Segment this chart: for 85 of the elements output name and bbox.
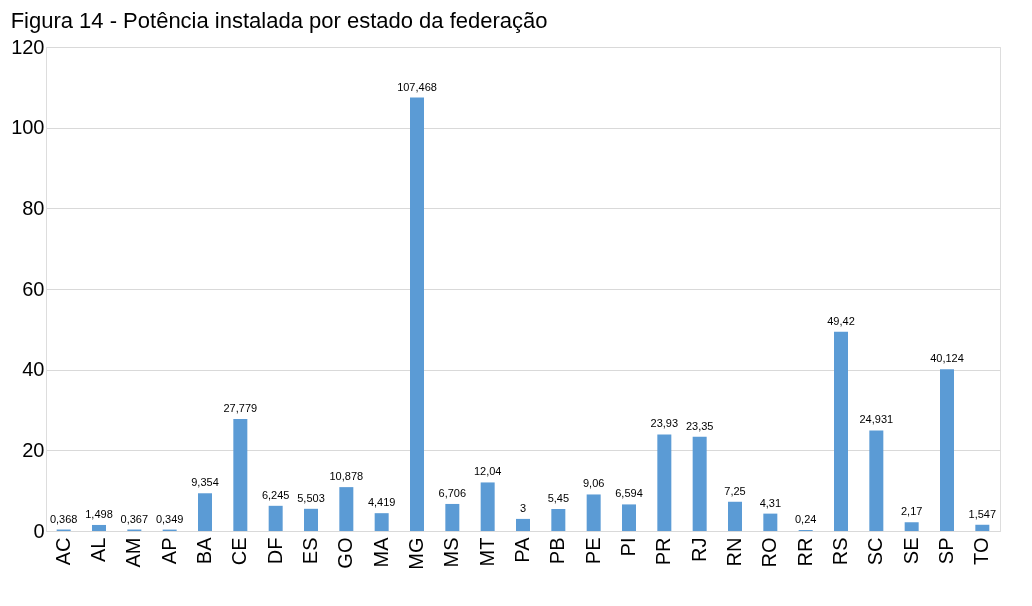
- data-label: 6,594: [615, 487, 643, 500]
- x-tick-label: SE: [899, 537, 922, 565]
- data-label: 40,124: [930, 352, 964, 365]
- x-tick-label: RN: [723, 537, 745, 567]
- data-label: 49,42: [827, 314, 855, 327]
- x-tick-label: TO: [970, 537, 993, 565]
- x-tick-label: CE: [228, 537, 251, 566]
- bar: [92, 524, 106, 531]
- x-tick-label: SC: [864, 537, 887, 566]
- y-tick-label: 100: [11, 116, 45, 139]
- data-label: 12,04: [473, 465, 502, 478]
- data-label: 2,17: [900, 505, 923, 518]
- data-label: 0,349: [155, 512, 184, 525]
- data-label: 0,24: [794, 513, 817, 526]
- bar: [586, 494, 601, 531]
- bar: [233, 418, 248, 531]
- bar: [304, 508, 318, 531]
- x-tick-label: ES: [299, 537, 321, 565]
- x-tick-label: DF: [263, 537, 286, 565]
- data-label: 5,503: [297, 491, 325, 504]
- x-tick-label: RR: [793, 537, 816, 567]
- data-label: 24,931: [859, 413, 894, 426]
- data-label: 0,368: [49, 512, 78, 525]
- x-tick-label: PI: [617, 537, 639, 557]
- bar: [480, 482, 495, 531]
- bar: [869, 430, 884, 531]
- bar: [657, 434, 672, 531]
- data-label: 23,93: [650, 417, 679, 430]
- x-tick-label: MA: [369, 536, 392, 568]
- bar: [445, 503, 460, 531]
- data-label: 27,779: [223, 401, 258, 414]
- data-label: 0,367: [120, 512, 149, 525]
- x-tick-label: MS: [440, 537, 463, 568]
- data-label: 10,878: [329, 470, 364, 483]
- x-tick-label: PE: [581, 537, 604, 565]
- x-tick-label: RS: [829, 537, 851, 566]
- bar: [268, 505, 283, 531]
- x-tick-label: PR: [652, 537, 675, 566]
- bar: [551, 509, 566, 531]
- bar: [904, 522, 919, 531]
- bar: [692, 436, 707, 531]
- data-label: 9,06: [582, 477, 605, 490]
- y-tick-label: 120: [11, 35, 45, 58]
- bar: [975, 524, 990, 531]
- data-label: 4,419: [367, 496, 396, 509]
- data-label: 7,25: [724, 484, 746, 497]
- bar: [940, 369, 954, 531]
- bar: [198, 493, 212, 531]
- data-label: 4,31: [759, 496, 782, 509]
- y-tick-label: 20: [22, 438, 45, 461]
- y-tick-label: 60: [22, 277, 45, 300]
- bar: [339, 487, 354, 531]
- bar: [728, 501, 742, 531]
- x-tick-label: AP: [157, 537, 180, 565]
- bar: [763, 513, 778, 531]
- bar: [374, 513, 389, 531]
- x-tick-label: MT: [475, 537, 498, 567]
- data-label: 6,245: [261, 488, 290, 501]
- bar: [410, 97, 424, 531]
- x-tick-label: RJ: [687, 537, 710, 562]
- x-tick-label: BA: [193, 536, 215, 565]
- x-tick-label: PA: [511, 536, 533, 563]
- data-label: 3: [519, 501, 527, 514]
- bar: [622, 504, 636, 531]
- data-label: 9,354: [191, 476, 219, 489]
- bar: [834, 331, 848, 531]
- data-label: 1,547: [968, 507, 997, 520]
- x-tick-label: PB: [546, 537, 569, 565]
- x-tick-label: GO: [334, 537, 357, 569]
- y-tick-label: 0: [33, 519, 45, 542]
- data-label: 1,498: [85, 507, 113, 520]
- x-tick-label: AM: [122, 537, 145, 568]
- y-tick-label: 40: [22, 358, 45, 381]
- x-tick-label: MG: [405, 537, 427, 570]
- data-label: 23,35: [685, 419, 714, 432]
- x-tick-label: SP: [935, 537, 957, 565]
- bar: [516, 518, 530, 531]
- chart-title: Figura 14 - Potência instalada por estado da federação: [10, 8, 548, 33]
- data-label: 6,706: [438, 486, 467, 499]
- x-tick-label: AL: [87, 537, 109, 562]
- data-label: 5,45: [547, 492, 570, 505]
- x-tick-label: AC: [51, 537, 74, 566]
- x-tick-label: RO: [758, 537, 781, 568]
- y-tick-label: 80: [22, 196, 45, 219]
- data-label: 107,468: [397, 80, 437, 93]
